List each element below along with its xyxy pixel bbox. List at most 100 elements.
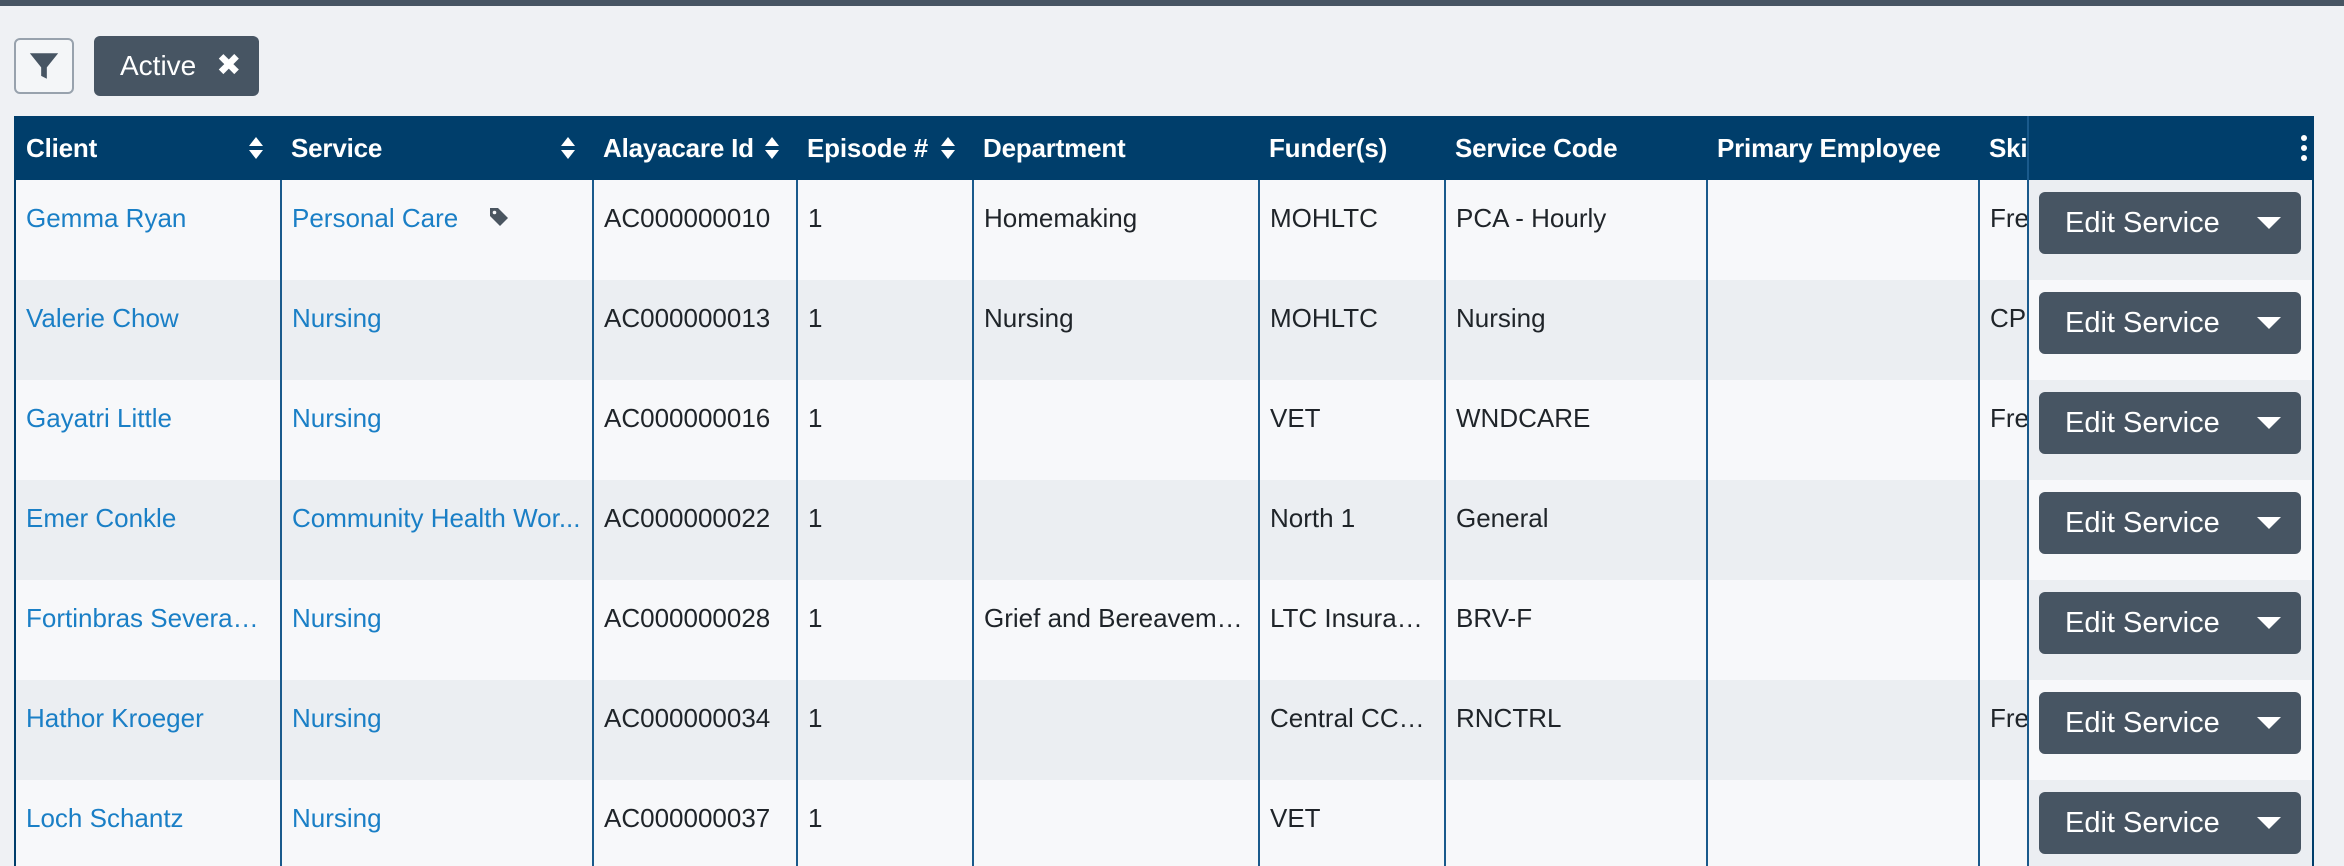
service-link[interactable]: Nursing [281,780,594,866]
table-header-row: Client Service Alayacare Id Episode # De… [16,116,2312,180]
funders-cell: North 1 [1259,480,1446,580]
alayacare-id-cell: AC000000010 [593,180,798,280]
client-link[interactable]: Hathor Kroeger [16,680,282,780]
primary-employee-cell [1707,380,1980,480]
edit-service-button-label: Edit Service [2065,806,2220,839]
caret-down-icon[interactable] [2257,717,2281,729]
service-code-cell: General [1445,480,1708,580]
client-link[interactable]: Gemma Ryan [16,180,282,280]
row-actions-column: Edit Service Edit Service Edit Service E… [2027,116,2312,866]
service-link[interactable]: Nursing [281,280,594,380]
episode-cell: 1 [797,180,974,280]
edit-service-button[interactable]: Edit Service [2039,792,2301,854]
top-strip [0,0,2344,6]
row-action-cell: Edit Service [2029,580,2312,680]
edit-service-button-label: Edit Service [2065,506,2220,539]
column-header-label: Service [291,132,383,163]
caret-down-icon[interactable] [2257,817,2281,829]
service-code-cell: PCA - Hourly [1445,180,1708,280]
edit-service-button[interactable]: Edit Service [2039,492,2301,554]
funders-cell: VET [1259,780,1446,866]
alayacare-id-cell: AC000000022 [593,480,798,580]
service-code-cell: Nursing [1445,280,1708,380]
edit-service-button[interactable]: Edit Service [2039,592,2301,654]
active-filter-chip: Active ✖ [94,36,260,96]
alayacare-id-cell: AC000000034 [593,680,798,780]
service-code-cell [1445,780,1708,866]
row-action-cell: Edit Service [2029,380,2312,480]
edit-service-button-label: Edit Service [2065,706,2220,739]
column-header-label: Primary Employee [1717,132,1941,163]
caret-down-icon[interactable] [2257,617,2281,629]
sort-arrows-icon[interactable] [941,137,955,159]
kebab-vertical-icon[interactable] [2300,135,2308,161]
services-table: Client Service Alayacare Id Episode # De… [16,116,2312,866]
primary-employee-cell [1707,280,1980,380]
column-header-client[interactable]: Client [16,116,281,180]
service-code-cell: WNDCARE [1445,380,1708,480]
service-link[interactable]: Nursing [281,380,594,480]
sort-arrows-icon[interactable] [765,137,779,159]
column-header-episode[interactable]: Episode # [797,116,973,180]
column-header-label: Client [26,132,98,163]
client-link[interactable]: Valerie Chow [16,280,282,380]
service-link[interactable]: Personal Care [281,180,594,280]
filter-button[interactable] [14,38,74,94]
department-cell [973,680,1260,780]
edit-service-button-label: Edit Service [2065,606,2220,639]
row-actions-cells: Edit Service Edit Service Edit Service E… [2029,180,2312,866]
primary-employee-cell [1707,180,1980,280]
edit-service-button[interactable]: Edit Service [2039,692,2301,754]
service-link[interactable]: Nursing [281,580,594,680]
column-header-service-code[interactable]: Service Code [1445,116,1707,180]
edit-service-button-label: Edit Service [2065,306,2220,339]
table-row: Gayatri Little Nursing AC000000016 1 VET… [16,380,2312,480]
caret-down-icon[interactable] [2257,317,2281,329]
caret-down-icon[interactable] [2257,217,2281,229]
column-header-service[interactable]: Service [281,116,593,180]
column-header-primary-employee[interactable]: Primary Employee [1707,116,1979,180]
department-cell: Nursing [973,280,1260,380]
edit-service-button[interactable]: Edit Service [2039,292,2301,354]
episode-cell: 1 [797,380,974,480]
edit-service-button-label: Edit Service [2065,206,2220,239]
row-action-cell: Edit Service [2029,280,2312,380]
row-action-cell: Edit Service [2029,480,2312,580]
table-row: Loch Schantz Nursing AC000000037 1 VET [16,780,2312,866]
edit-service-button[interactable]: Edit Service [2039,192,2301,254]
column-header-alayacare-id[interactable]: Alayacare Id [593,116,797,180]
alayacare-id-cell: AC000000016 [593,380,798,480]
caret-down-icon[interactable] [2257,517,2281,529]
sort-arrows-icon[interactable] [561,137,575,159]
edit-service-button[interactable]: Edit Service [2039,392,2301,454]
funders-cell: MOHLTC [1259,280,1446,380]
department-cell [973,380,1260,480]
primary-employee-cell [1707,580,1980,680]
funders-cell: VET [1259,380,1446,480]
edit-service-button-label: Edit Service [2065,406,2220,439]
row-action-cell: Edit Service [2029,780,2312,866]
service-link[interactable]: Nursing [281,680,594,780]
service-link-label[interactable]: Personal Care [292,203,459,233]
table-row: Emer Conkle Community Health Wor... AC00… [16,480,2312,580]
table-row: Gemma Ryan Personal Care AC000000010 1 H… [16,180,2312,280]
client-link[interactable]: Gayatri Little [16,380,282,480]
caret-down-icon[interactable] [2257,417,2281,429]
close-x-icon[interactable]: ✖ [216,49,242,82]
client-link[interactable]: Loch Schantz [16,780,282,866]
filter-bar: Active ✖ [14,36,260,96]
table-row: Fortinbras Severance Nursing AC000000028… [16,580,2312,680]
sort-arrows-icon[interactable] [249,137,263,159]
column-header-department[interactable]: Department [973,116,1259,180]
column-header-funders[interactable]: Funder(s) [1259,116,1445,180]
column-header-label: Episode # [807,132,929,163]
service-link[interactable]: Community Health Wor... [281,480,594,580]
client-link[interactable]: Emer Conkle [16,480,282,580]
episode-cell: 1 [797,780,974,866]
client-link[interactable]: Fortinbras Severance [16,580,282,680]
episode-cell: 1 [797,480,974,580]
active-filter-chip-label: Active [120,50,197,81]
column-header-label: Department [983,132,1126,163]
service-code-cell: RNCTRL [1445,680,1708,780]
primary-employee-cell [1707,480,1980,580]
